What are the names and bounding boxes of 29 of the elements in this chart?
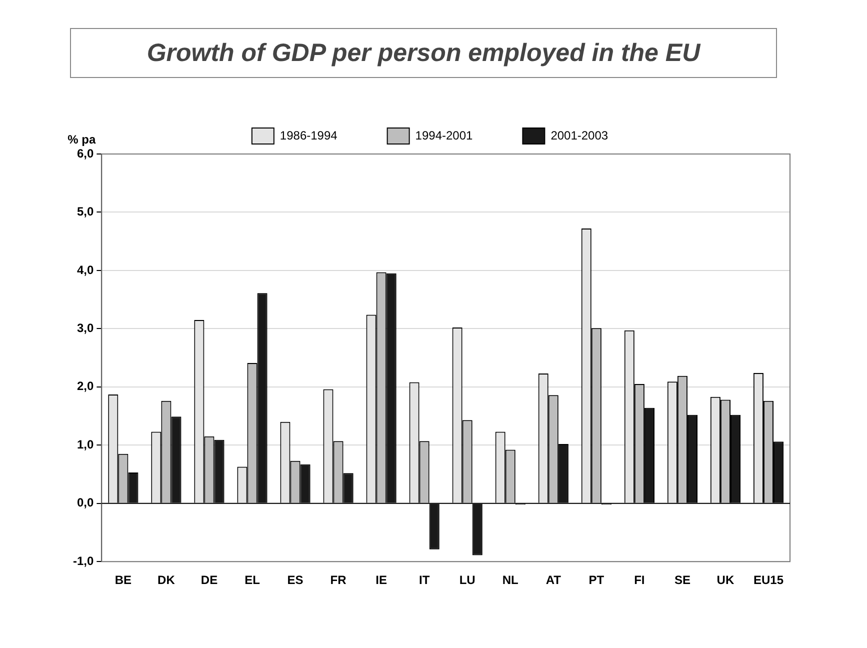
legend-label: 1986-1994 [280,128,338,142]
y-tick-label: 2,0 [76,379,94,394]
x-tick-label: IT [418,573,430,588]
chart-title: Growth of GDP per person employed in the EU [70,28,777,78]
y-tick-label: 5,0 [76,204,94,219]
y-tick-label: 4,0 [76,262,94,277]
x-tick-label: DE [200,573,218,588]
x-tick-label: EU15 [753,573,784,588]
y-tick-label: 0,0 [76,496,94,510]
y-tick-label: -1,0 [72,554,94,568]
x-tick-label: BE [114,573,132,588]
legend-label: 2001-2003 [550,128,608,142]
legend-label: 1994-2001 [415,128,474,142]
x-tick-label: DK [158,573,176,588]
x-tick-label: FI [634,573,645,588]
x-tick-label: SE [674,573,690,588]
x-tick-label: IE [376,573,387,588]
x-tick-label: PT [588,573,605,588]
y-tick-label: 6,0 [76,146,94,160]
x-tick-label: EL [244,573,260,588]
y-axis-title: % pa [68,132,96,146]
x-tick-label: NL [502,573,518,588]
y-tick-label: 1,0 [76,437,94,452]
y-tick-label: 3,0 [76,321,94,335]
x-tick-label: AT [546,573,562,588]
x-tick-label: FR [330,573,347,588]
x-tick-label: LU [459,573,476,588]
x-tick-label: ES [287,573,304,588]
x-tick-label: UK [716,573,734,588]
